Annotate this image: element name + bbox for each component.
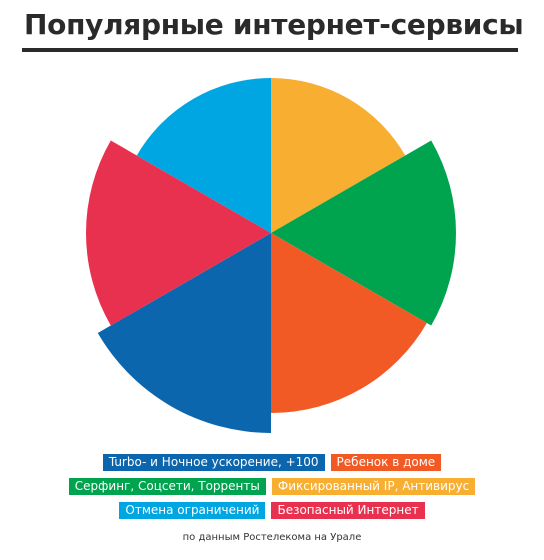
source-note: по данным Ростелекома на Урале [182,532,362,543]
legend-item-no-limits: Отмена ограничений [119,502,266,519]
polar-area-chart [86,78,456,433]
slice-fixed-ip [271,78,406,233]
legend-item-child-at-home: Ребенок в доме [330,454,442,471]
legend-item-surfing: Серфинг, Соцсети, Торренты [68,478,266,495]
slice-no-limits [136,78,271,233]
title-underline [22,48,518,52]
legend-item-fixed-ip: Фиксированный IP, Антивирус [271,478,476,495]
legend-row-1: Turbo- и Ночное ускорение, +100 Ребенок … [0,454,544,471]
legend-row-2: Серфинг, Соцсети, Торренты Фиксированный… [0,478,544,495]
legend-item-safe-internet: Безопасный Интернет [271,502,425,519]
slice-safe-internet [86,140,271,326]
slice-turbo [97,233,271,433]
page-title: Популярные интернет-сервисы [24,8,524,41]
legend-item-turbo: Turbo- и Ночное ускорение, +100 [102,454,325,471]
slice-child-at-home [271,233,427,413]
slice-surfing [271,140,456,326]
legend-row-3: Отмена ограничений Безопасный Интернет [0,502,544,519]
